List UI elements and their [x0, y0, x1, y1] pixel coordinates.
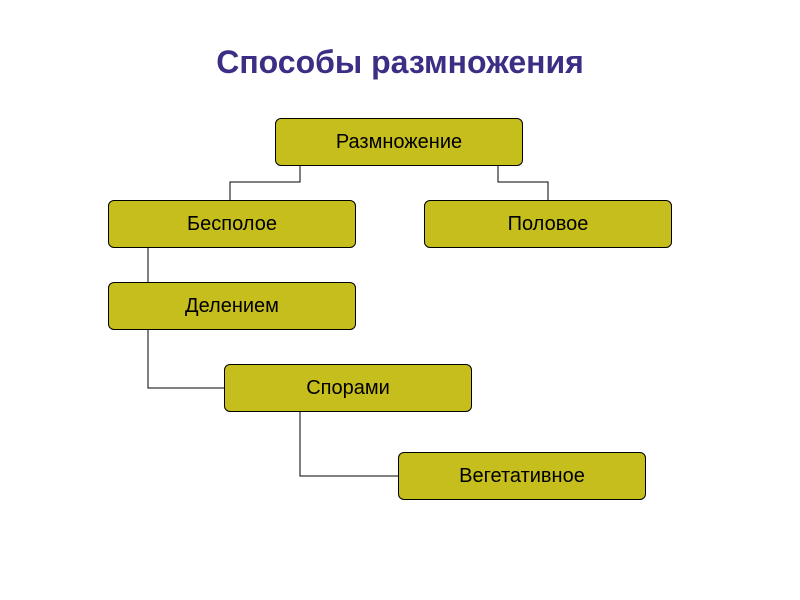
- node-label: Делением: [185, 295, 279, 318]
- diagram-canvas: Способы размножения Размножение Бесполое…: [0, 0, 800, 600]
- node-spores: Спорами: [224, 364, 472, 412]
- node-label: Бесполое: [187, 213, 277, 236]
- node-label: Вегетативное: [459, 465, 585, 488]
- node-label: Спорами: [306, 377, 390, 400]
- node-sexual: Половое: [424, 200, 672, 248]
- node-vegetative: Вегетативное: [398, 452, 646, 500]
- node-asexual: Бесполое: [108, 200, 356, 248]
- node-label: Размножение: [336, 131, 462, 154]
- node-division: Делением: [108, 282, 356, 330]
- node-label: Половое: [508, 213, 589, 236]
- diagram-title: Способы размножения: [0, 44, 800, 81]
- node-root: Размножение: [275, 118, 523, 166]
